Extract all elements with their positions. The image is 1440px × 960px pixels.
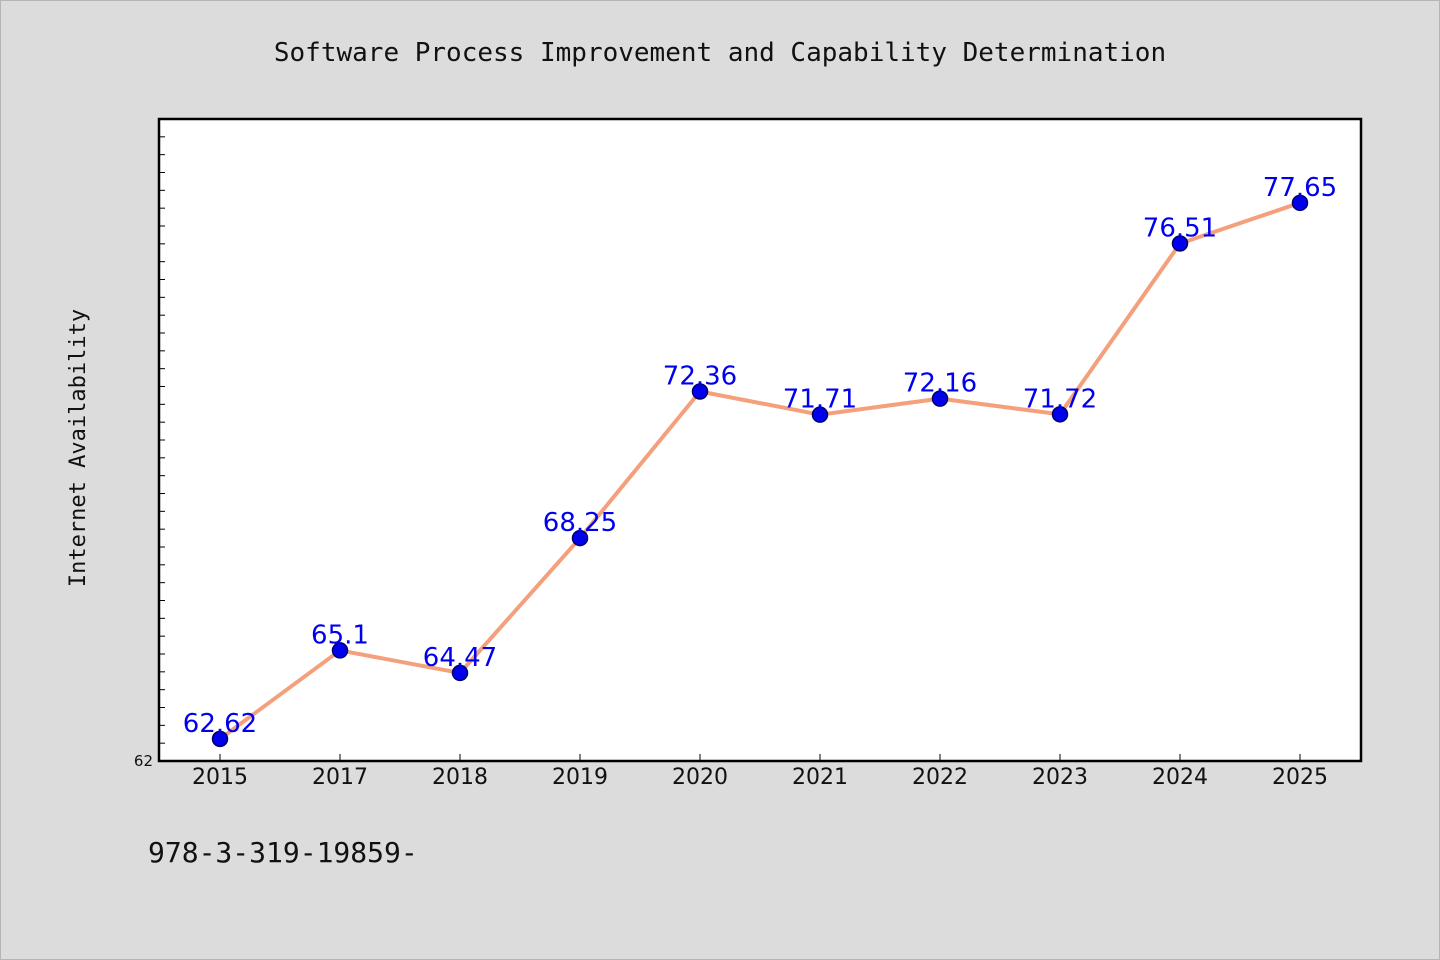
data-point bbox=[571, 529, 589, 547]
x-tick-label: 2019 bbox=[552, 765, 608, 790]
x-tick-label: 2020 bbox=[672, 765, 728, 790]
series-line-group bbox=[218, 200, 1302, 741]
x-tick-label: 2022 bbox=[912, 765, 968, 790]
data-point-markers bbox=[211, 194, 1309, 748]
x-tick-label: 2017 bbox=[312, 765, 368, 790]
data-point bbox=[1171, 235, 1189, 252]
data-label: 68.25 bbox=[543, 508, 617, 538]
data-label: 76.51 bbox=[1143, 213, 1217, 243]
data-point bbox=[691, 383, 709, 400]
x-tick-label: 2021 bbox=[792, 765, 848, 790]
data-label: 71.71 bbox=[783, 385, 857, 415]
data-point bbox=[211, 730, 229, 748]
data-point bbox=[451, 664, 469, 682]
data-label: 65.1 bbox=[311, 620, 369, 650]
data-label: 62.62 bbox=[183, 709, 257, 739]
data-label: 71.72 bbox=[1023, 384, 1097, 414]
data-point bbox=[1051, 406, 1069, 423]
data-label: 72.16 bbox=[903, 369, 977, 399]
footnote: 978-3-319-19859- bbox=[148, 836, 418, 869]
data-labels: 62.62 65.1 64.47 68.25 72.36 71.71 72.16 71.72 7… bbox=[183, 173, 1337, 739]
x-axis-ticks: 2015 2017 2018 2019 2020 2021 2022 2023 2024 2025 bbox=[192, 754, 1328, 790]
x-tick-label: 2024 bbox=[1152, 765, 1208, 790]
x-tick-label: 2015 bbox=[192, 765, 248, 790]
x-tick-label: 2025 bbox=[1272, 765, 1328, 790]
data-point bbox=[811, 406, 829, 423]
y-tick-label: 62 bbox=[134, 752, 153, 770]
x-tick-label: 2018 bbox=[432, 765, 488, 790]
y-axis-label: Internet Availability bbox=[66, 309, 91, 587]
data-label: 77.65 bbox=[1263, 173, 1337, 203]
data-point bbox=[331, 642, 349, 659]
series-line bbox=[218, 200, 1302, 741]
chart-title: Software Process Improvement and Capabil… bbox=[274, 38, 1166, 68]
x-tick-label: 2023 bbox=[1032, 765, 1088, 790]
data-point bbox=[931, 390, 949, 407]
data-point bbox=[1291, 194, 1309, 212]
data-label: 64.47 bbox=[423, 643, 497, 673]
y-axis-ticks: 62 bbox=[134, 136, 165, 770]
data-label: 72.36 bbox=[663, 361, 737, 391]
